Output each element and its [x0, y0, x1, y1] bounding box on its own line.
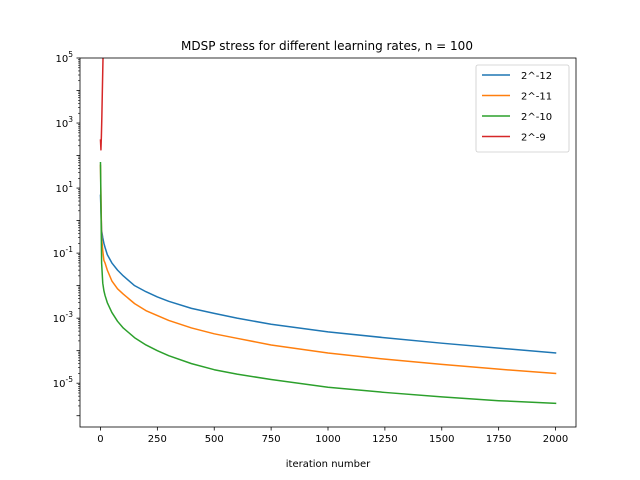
legend-label-0: 2^-12: [521, 71, 552, 82]
series-line-1: [99, 164, 557, 375]
x-axis-label: iteration number: [286, 459, 371, 470]
legend-label-3: 2^-9: [521, 133, 546, 144]
series-layer: [99, 58, 557, 405]
y-tick-label: 10-3: [53, 310, 73, 325]
y-tick-label: 101: [55, 180, 73, 195]
series-line-0: [99, 194, 557, 354]
x-tick-label: 750: [262, 434, 281, 445]
legend: 2^-12 2^-11 2^-10 2^-9: [475, 64, 570, 153]
legend-box: [475, 64, 570, 153]
x-tick-label: 500: [205, 434, 224, 445]
x-tick-label: 250: [148, 434, 167, 445]
y-tick-label: 103: [55, 115, 73, 130]
y-tick-label: 105: [55, 50, 73, 65]
x-tick-label: 1500: [429, 434, 454, 445]
legend-label-1: 2^-11: [521, 92, 552, 103]
series-line-3: [99, 58, 104, 151]
x-tick-label: 1000: [315, 434, 340, 445]
x-axis: 0 250 500 750 1000 1250 1500 1750 2000: [97, 427, 568, 445]
y-axis: 10-5 10-3 10-1 101 103 105: [53, 50, 80, 417]
series-line-2: [99, 162, 557, 405]
x-tick-label: 1250: [372, 434, 397, 445]
chart-title: MDSP stress for different learning rates…: [181, 39, 473, 53]
x-tick-label: 1750: [486, 434, 511, 445]
y-tick-label: 10-5: [53, 375, 73, 390]
x-tick-label: 0: [97, 434, 103, 445]
legend-label-2: 2^-10: [521, 112, 552, 123]
x-tick-label: 2000: [543, 434, 568, 445]
y-tick-label: 10-1: [53, 245, 73, 260]
